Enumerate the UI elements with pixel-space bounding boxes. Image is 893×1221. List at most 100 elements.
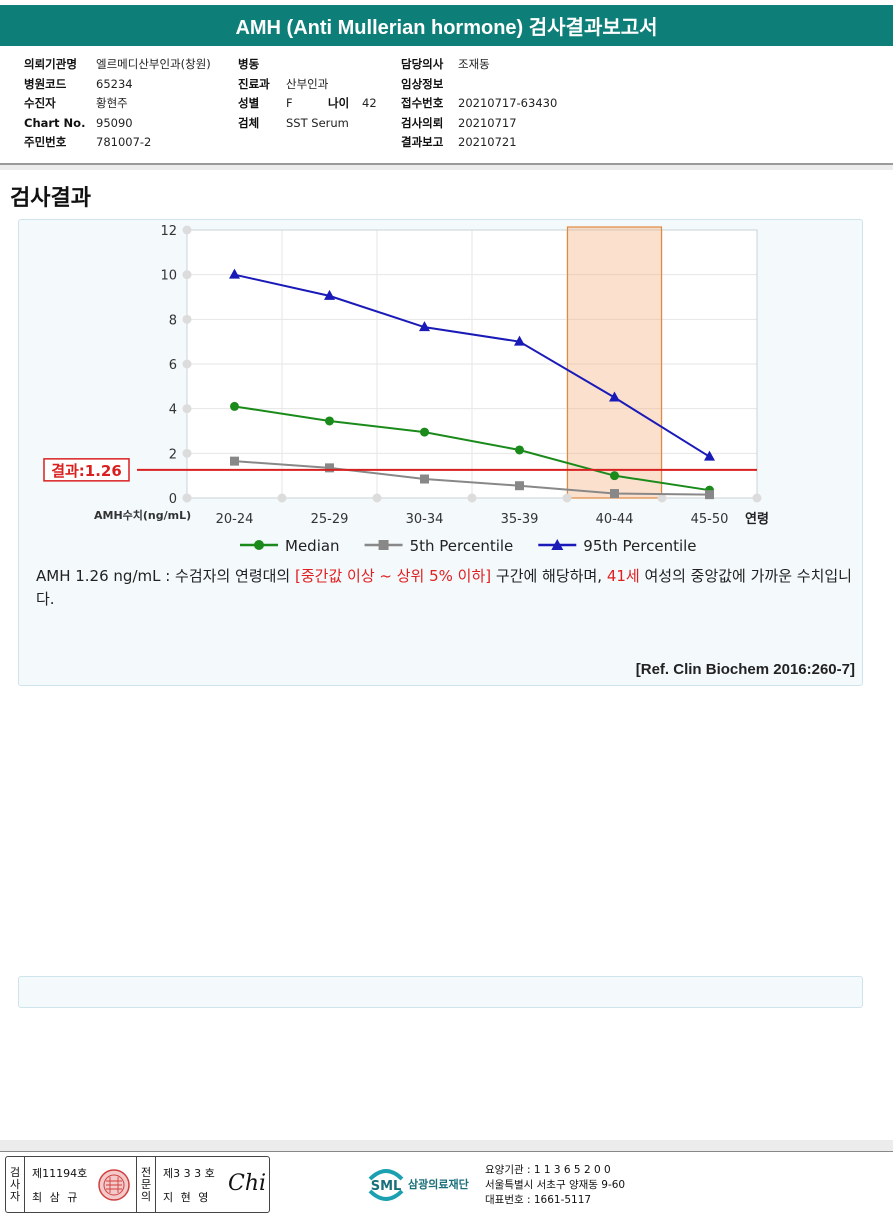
org-info: 요양기관 : 1 1 3 6 5 2 0 0 서울특별시 서초구 양재동 9-6…	[485, 1163, 625, 1208]
p5-point	[420, 474, 429, 484]
median-point	[515, 445, 524, 455]
org-info-line: 요양기관 : 1 1 3 6 5 2 0 0	[485, 1164, 611, 1176]
section-title: 검사결과	[10, 186, 91, 211]
x-axis-label: 연령	[745, 512, 769, 527]
median-point	[420, 427, 429, 437]
x-tick-dot	[182, 493, 192, 503]
p5-point	[230, 456, 239, 466]
x-tick-dot	[752, 493, 762, 503]
info-label: 임상정보	[401, 76, 444, 91]
y-tick-label: 4	[169, 403, 177, 418]
median-point	[610, 471, 619, 481]
legend-marker	[254, 540, 264, 550]
p5-point	[705, 490, 714, 500]
x-tick-dot	[372, 493, 382, 503]
age-value: 42	[362, 96, 377, 110]
p5-point	[515, 481, 524, 491]
legend-label-3: 95th Percentile	[583, 537, 696, 555]
p95-point	[419, 321, 430, 332]
p95-point	[609, 391, 620, 402]
info-label: 진료과	[238, 76, 270, 91]
cell-divider	[136, 1157, 137, 1212]
result-label: 결과:1.26	[51, 462, 122, 480]
result-label-box	[43, 458, 130, 482]
p95-point	[514, 335, 525, 346]
x-tick-label: 25-29	[311, 512, 349, 527]
p5-point	[610, 489, 619, 499]
info-label: 검사의뢰	[401, 115, 444, 130]
header-divider-shade	[0, 165, 893, 170]
x-tick-dot	[657, 493, 667, 503]
info-value: SST Serum	[286, 115, 349, 130]
result-text-part: AMH 1.26 ng/mL : 수검자의 연령대의	[36, 567, 295, 585]
info-label: 주민번호	[24, 135, 67, 149]
info-label: 수진자	[24, 96, 56, 110]
y-tick-label: 6	[169, 358, 177, 373]
info-label: Chart No.	[24, 115, 86, 130]
median-point	[325, 416, 334, 426]
info-value: 781007-2	[96, 135, 152, 149]
result-range: [중간값 이상 ~ 상위 5% 이하]	[295, 567, 492, 585]
amh-chart: 0 2 4 6 8 10 12 20-24 25-29 30-34 35-39 40-44 45-50 연…	[43, 224, 769, 555]
y-tick-dot	[182, 225, 192, 235]
info-label: 병원코드	[24, 76, 67, 91]
p95-point	[704, 450, 715, 461]
reference-citation: [Ref. Clin Biochem 2016:260-7]	[635, 661, 855, 678]
x-tick-label: 40-44	[596, 512, 634, 527]
y-tick-dot	[182, 270, 192, 280]
patient-info-col2: 병동 진료과 산부인과 성별 F 나이 42 검체 SST Serum	[238, 55, 377, 133]
y-tick-label: 10	[160, 269, 177, 284]
x-tick-label: 30-34	[406, 512, 444, 527]
info-value: 65234	[96, 76, 133, 91]
info-value: 95090	[96, 115, 133, 130]
info-value: 20210721	[458, 135, 517, 149]
info-value: 20210717-63430	[458, 96, 558, 110]
x-tick-dot	[562, 493, 572, 503]
specialist-license: 제3 3 3 호	[163, 1167, 215, 1180]
org-info-line: 대표번호 : 1661-5117	[485, 1194, 592, 1206]
x-tick-dot	[467, 493, 477, 503]
info-label: 접수번호	[401, 96, 444, 110]
x-tick-label: 35-39	[501, 512, 539, 527]
y-tick-label: 0	[169, 492, 177, 507]
p95-point	[229, 268, 240, 279]
legend-marker	[551, 539, 564, 550]
cell-divider	[24, 1157, 25, 1212]
y-tick-label: 2	[169, 447, 177, 462]
examiner-seal-icon	[98, 1169, 130, 1201]
age-label: 나이	[328, 96, 350, 110]
logo-text: SML	[371, 1179, 402, 1194]
result-age: 41세	[606, 567, 640, 585]
highlight-band	[566, 226, 663, 499]
y-tick-label: 8	[169, 313, 177, 328]
x-tick-dot	[277, 493, 287, 503]
x-tick-label: 20-24	[216, 512, 254, 527]
org-name: 삼광의료재단	[408, 1178, 469, 1191]
info-value: 황현주	[96, 96, 128, 110]
x-tick-label: 45-50	[691, 512, 729, 527]
info-value: 조재동	[458, 57, 490, 71]
legend-marker	[378, 540, 389, 550]
result-text-part: 구간에 해당하며,	[491, 567, 607, 585]
info-value: F	[286, 96, 293, 110]
info-label: 담당의사	[401, 57, 444, 71]
info-label: 병동	[238, 57, 260, 71]
result-interpretation: AMH 1.26 ng/mL : 수검자의 연령대의 [중간값 이상 ~ 상위 …	[36, 565, 856, 611]
y-tick-dot	[182, 314, 192, 324]
y-tick-dot	[182, 404, 192, 414]
patient-info-col3: 담당의사 조재동 임상정보 접수번호 20210717-63430 검사의뢰 2021…	[401, 55, 557, 153]
p95-point	[324, 289, 335, 300]
sml-logo-icon: SML	[368, 1169, 404, 1201]
legend-label-1: Median	[285, 537, 340, 555]
median-point	[230, 401, 239, 411]
series-line-2	[234, 460, 710, 496]
org-info-line: 서울특별시 서초구 양재동 9-60	[485, 1179, 626, 1191]
report-title: AMH (Anti Mullerian hormone) 검사결과보고서	[0, 5, 893, 46]
series-line-1	[234, 405, 710, 492]
legend-label-2: 5th Percentile	[410, 537, 514, 555]
y-tick-dot	[182, 359, 192, 369]
examiner-name: 최 삼 규	[32, 1191, 80, 1204]
y-axis-label: AMH수치(ng/mL)	[94, 508, 191, 522]
